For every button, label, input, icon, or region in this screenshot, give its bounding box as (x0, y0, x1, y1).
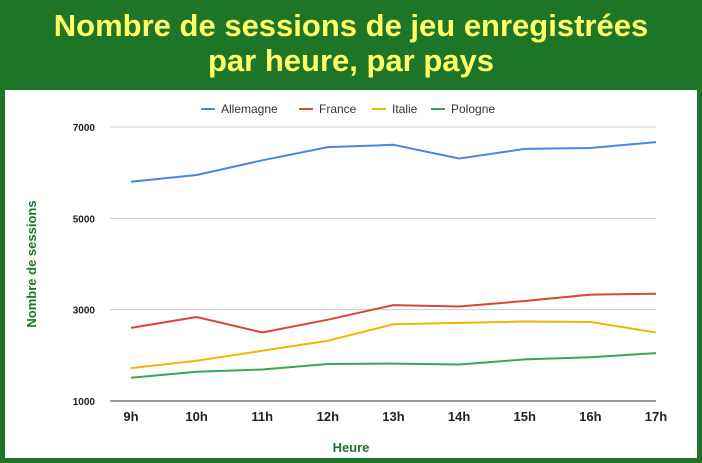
x-tick-label: 10h (185, 409, 207, 424)
series-line-france (130, 292, 657, 334)
y-tick-label: 7000 (73, 123, 96, 134)
x-tick-label: 16h (579, 409, 601, 424)
legend-label: Allemagne (221, 102, 278, 116)
x-tick-label: 14h (448, 409, 470, 424)
y-tick-label: 5000 (73, 214, 96, 225)
x-tick-label: 11h (251, 409, 273, 424)
chart-panel: 1000 3000 5000 7000 9h 10h 11h 12h 13h 14h 15h 16h… (5, 90, 697, 458)
x-tick-label: 15h (514, 409, 536, 424)
y-axis-label: Nombre de sessions (24, 200, 39, 327)
chart-title-line-1: Nombre de sessions de jeu enregistrées (53, 8, 649, 43)
series-line-pologne (130, 352, 657, 379)
legend-label: France (319, 102, 357, 116)
x-tick-label: 17h (645, 409, 667, 424)
y-tick-label: 1000 (73, 397, 96, 408)
legend-label: Pologne (451, 102, 495, 116)
x-tick-label: 9h (123, 409, 138, 424)
series-line-italie (130, 320, 657, 370)
y-tick-label: 3000 (73, 306, 96, 317)
x-tick-label: 12h (317, 409, 339, 424)
x-axis-label: Heure (333, 440, 370, 455)
chart-title: Nombre de sessions de jeu enregistrées p… (0, 8, 702, 78)
legend-label: Italie (392, 102, 418, 116)
series-line-allemagne (130, 141, 657, 183)
line-chart: 1000 3000 5000 7000 9h 10h 11h 12h 13h 14h 15h 16h… (24, 102, 667, 455)
chart-title-line-2: par heure, par pays (207, 43, 494, 78)
x-tick-label: 13h (382, 409, 404, 424)
